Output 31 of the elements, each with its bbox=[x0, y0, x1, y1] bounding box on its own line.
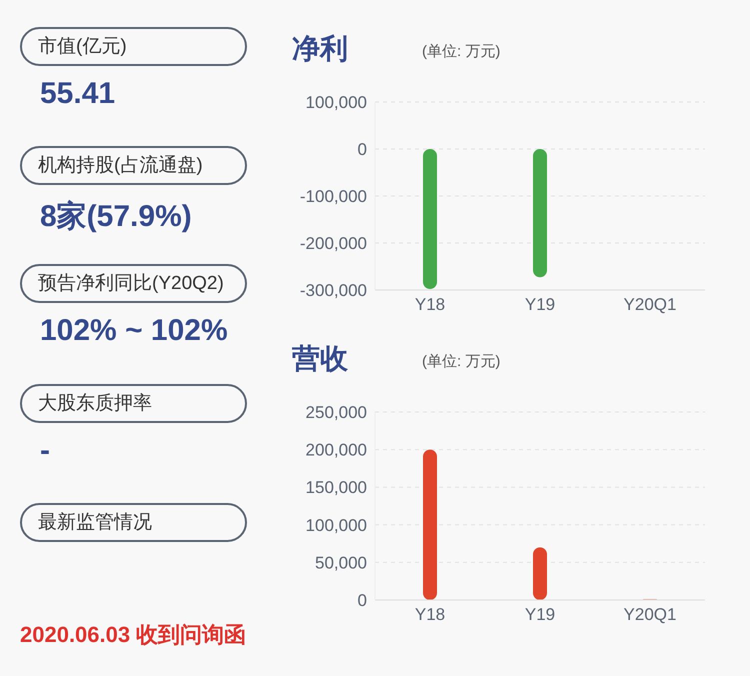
y-tick-label: 150,000 bbox=[306, 478, 367, 498]
x-tick-label: Y20Q1 bbox=[624, 295, 676, 314]
y-tick-label: 100,000 bbox=[306, 93, 367, 112]
x-tick-label: Y19 bbox=[524, 295, 556, 314]
x-tick-label: Y20Q1 bbox=[624, 605, 676, 624]
text: 8家(57.9%) bbox=[40, 198, 192, 235]
y-tick-label: -100,000 bbox=[300, 187, 367, 206]
text: 最新监管情况 bbox=[38, 512, 152, 533]
chart-title: 营收 bbox=[292, 342, 348, 376]
y-tick-label: -300,000 bbox=[300, 281, 367, 300]
y-tick-label: 100,000 bbox=[306, 516, 367, 535]
chart-subtitle: (单位: 万元) bbox=[422, 352, 500, 371]
text: 2020.06.03 收到问询函 bbox=[20, 621, 246, 649]
y-tick-label: 0 bbox=[358, 591, 367, 610]
y-tick-label: 0 bbox=[358, 140, 367, 160]
x-tick-label: Y19 bbox=[524, 605, 556, 624]
y-tick-label: 200,000 bbox=[306, 440, 367, 460]
text: 预告净利同比(Y20Q2) bbox=[38, 273, 224, 294]
y-tick-label: 250,000 bbox=[306, 403, 367, 422]
y-tick-label: -200,000 bbox=[300, 234, 367, 254]
text: 市值(亿元) bbox=[38, 36, 127, 57]
chart-subtitle: (单位: 万元) bbox=[422, 42, 500, 61]
text: 大股东质押率 bbox=[38, 393, 152, 414]
x-tick-label: Y18 bbox=[414, 295, 446, 314]
text: 55.41 bbox=[40, 77, 116, 111]
text: 102% ~ 102% bbox=[40, 314, 228, 348]
text: 机构持股(占流通盘) bbox=[38, 155, 203, 176]
text: - bbox=[40, 434, 50, 468]
y-tick-label: 50,000 bbox=[315, 553, 367, 572]
chart-title: 净利 bbox=[292, 32, 348, 66]
x-tick-label: Y18 bbox=[414, 605, 446, 624]
